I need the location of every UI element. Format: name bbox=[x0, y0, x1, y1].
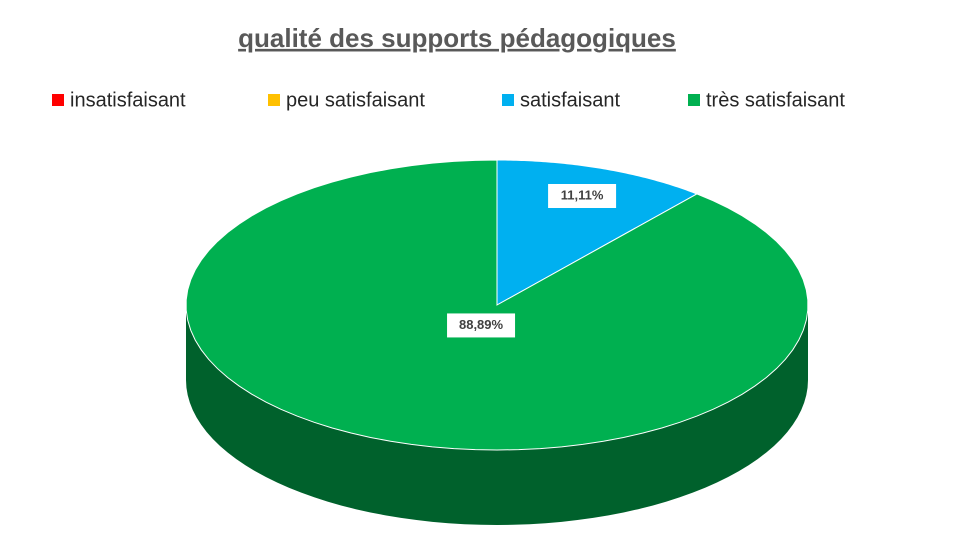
legend-swatch bbox=[52, 94, 64, 106]
slice bbox=[185, 159, 809, 451]
slice bbox=[496, 159, 699, 306]
value-label: 11,11% bbox=[561, 187, 604, 202]
value-label: 88,89% bbox=[459, 317, 504, 332]
legend-label: très satisfaisant bbox=[706, 89, 845, 111]
legend-swatch bbox=[502, 94, 514, 106]
legend-swatch bbox=[268, 94, 280, 106]
slice-side bbox=[186, 305, 808, 525]
value-label-box bbox=[548, 183, 617, 208]
legend-label: satisfaisant bbox=[520, 89, 620, 111]
legend-label: peu satisfaisant bbox=[286, 89, 425, 111]
chart-title: qualité des supports pédagogiques bbox=[238, 23, 676, 53]
legend-label: insatisfaisant bbox=[70, 89, 186, 111]
legend-swatch bbox=[688, 94, 700, 106]
value-label-box bbox=[447, 313, 516, 338]
